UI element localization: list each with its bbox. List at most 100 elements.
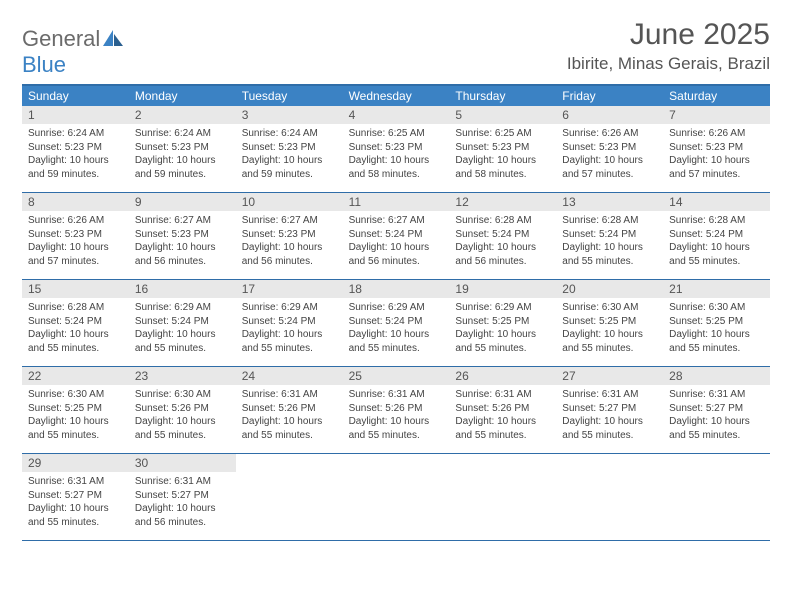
- sunrise-text: Sunrise: 6:28 AM: [562, 214, 657, 228]
- day-cell: 27Sunrise: 6:31 AMSunset: 5:27 PMDayligh…: [556, 367, 663, 453]
- day-cell: 17Sunrise: 6:29 AMSunset: 5:24 PMDayligh…: [236, 280, 343, 366]
- day-number: 23: [129, 367, 236, 385]
- sunset-text: Sunset: 5:25 PM: [669, 315, 764, 329]
- daylight-text: Daylight: 10 hours and 55 minutes.: [242, 328, 337, 355]
- daylight-text: Daylight: 10 hours and 56 minutes.: [242, 241, 337, 268]
- daylight-text: Daylight: 10 hours and 59 minutes.: [242, 154, 337, 181]
- sunrise-text: Sunrise: 6:31 AM: [455, 388, 550, 402]
- day-cell: 7Sunrise: 6:26 AMSunset: 5:23 PMDaylight…: [663, 106, 770, 192]
- daylight-text: Daylight: 10 hours and 59 minutes.: [28, 154, 123, 181]
- daylight-text: Daylight: 10 hours and 55 minutes.: [135, 328, 230, 355]
- sunset-text: Sunset: 5:24 PM: [135, 315, 230, 329]
- day-number: 28: [663, 367, 770, 385]
- day-body: Sunrise: 6:30 AMSunset: 5:25 PMDaylight:…: [556, 298, 663, 361]
- day-cell: 19 Sunrise: 6:29 AMSunset: 5:25 PMDayligh…: [449, 280, 556, 366]
- sunset-text: Sunset: 5:23 PM: [135, 141, 230, 155]
- day-body: Sunrise: 6:28 AMSunset: 5:24 PMDaylight:…: [663, 211, 770, 274]
- day-body: Sunrise: 6:30 AMSunset: 5:26 PMDaylight:…: [129, 385, 236, 448]
- sunrise-text: Sunrise: 6:30 AM: [669, 301, 764, 315]
- day-body: Sunrise: 6:28 AMSunset: 5:24 PMDaylight:…: [449, 211, 556, 274]
- sunrise-text: Sunrise: 6:30 AM: [28, 388, 123, 402]
- sunrise-text: Sunrise: 6:28 AM: [28, 301, 123, 315]
- weekday-saturday: Saturday: [663, 86, 770, 106]
- sunset-text: Sunset: 5:23 PM: [28, 141, 123, 155]
- weekday-thursday: Thursday: [449, 86, 556, 106]
- day-number: 2: [129, 106, 236, 124]
- sunset-text: Sunset: 5:27 PM: [135, 489, 230, 503]
- day-body: Sunrise: 6:28 AMSunset: 5:24 PMDaylight:…: [556, 211, 663, 274]
- daylight-text: Daylight: 10 hours and 55 minutes.: [669, 415, 764, 442]
- sunset-text: Sunset: 5:24 PM: [455, 228, 550, 242]
- day-body: Sunrise: 6:31 AMSunset: 5:27 PMDaylight:…: [129, 472, 236, 535]
- day-cell: 21Sunrise: 6:30 AMSunset: 5:25 PMDayligh…: [663, 280, 770, 366]
- daylight-text: Daylight: 10 hours and 55 minutes.: [669, 241, 764, 268]
- day-body: Sunrise: 6:31 AMSunset: 5:27 PMDaylight:…: [663, 385, 770, 448]
- day-number: 17: [236, 280, 343, 298]
- day-body: Sunrise: 6:25 AMSunset: 5:23 PMDaylight:…: [343, 124, 450, 187]
- sunset-text: Sunset: 5:27 PM: [28, 489, 123, 503]
- day-body: Sunrise: 6:29 AMSunset: 5:24 PMDaylight:…: [236, 298, 343, 361]
- sunrise-text: Sunrise: 6:27 AM: [135, 214, 230, 228]
- sunset-text: Sunset: 5:23 PM: [455, 141, 550, 155]
- daylight-text: Daylight: 10 hours and 55 minutes.: [669, 328, 764, 355]
- day-number: 11: [343, 193, 450, 211]
- sunset-text: Sunset: 5:24 PM: [349, 228, 444, 242]
- sunset-text: Sunset: 5:23 PM: [669, 141, 764, 155]
- sunset-text: Sunset: 5:25 PM: [562, 315, 657, 329]
- sunrise-text: Sunrise: 6:24 AM: [28, 127, 123, 141]
- weeks-container: 1Sunrise: 6:24 AMSunset: 5:23 PMDaylight…: [22, 106, 770, 541]
- day-cell: 10Sunrise: 6:27 AMSunset: 5:23 PMDayligh…: [236, 193, 343, 279]
- sunrise-text: Sunrise: 6:29 AM: [135, 301, 230, 315]
- day-number: 19: [449, 280, 556, 298]
- day-number: 16: [129, 280, 236, 298]
- sunset-text: Sunset: 5:25 PM: [455, 315, 550, 329]
- sunrise-text: Sunrise: 6:24 AM: [135, 127, 230, 141]
- day-body: Sunrise: 6:24 AMSunset: 5:23 PMDaylight:…: [236, 124, 343, 187]
- sunrise-text: Sunrise: 6:29 AM: [455, 301, 550, 315]
- empty-cell: [236, 454, 343, 540]
- day-body: Sunrise: 6:27 AMSunset: 5:23 PMDaylight:…: [236, 211, 343, 274]
- daylight-text: Daylight: 10 hours and 55 minutes.: [28, 328, 123, 355]
- day-number: 24: [236, 367, 343, 385]
- sunset-text: Sunset: 5:24 PM: [28, 315, 123, 329]
- day-body: Sunrise: 6:30 AMSunset: 5:25 PMDaylight:…: [663, 298, 770, 361]
- day-number: 13: [556, 193, 663, 211]
- day-cell: 13Sunrise: 6:28 AMSunset: 5:24 PMDayligh…: [556, 193, 663, 279]
- day-number: 18: [343, 280, 450, 298]
- daylight-text: Daylight: 10 hours and 55 minutes.: [242, 415, 337, 442]
- sunset-text: Sunset: 5:24 PM: [669, 228, 764, 242]
- daylight-text: Daylight: 10 hours and 55 minutes.: [562, 328, 657, 355]
- logo-text: General Blue: [22, 26, 125, 78]
- sunrise-text: Sunrise: 6:31 AM: [135, 475, 230, 489]
- sunset-text: Sunset: 5:24 PM: [242, 315, 337, 329]
- daylight-text: Daylight: 10 hours and 56 minutes.: [135, 241, 230, 268]
- day-body: Sunrise: 6:24 AMSunset: 5:23 PMDaylight:…: [22, 124, 129, 187]
- sunset-text: Sunset: 5:26 PM: [349, 402, 444, 416]
- day-number: 25: [343, 367, 450, 385]
- day-cell: 25Sunrise: 6:31 AMSunset: 5:26 PMDayligh…: [343, 367, 450, 453]
- day-number: 27: [556, 367, 663, 385]
- day-number: 5: [449, 106, 556, 124]
- daylight-text: Daylight: 10 hours and 55 minutes.: [28, 502, 123, 529]
- day-number: 26: [449, 367, 556, 385]
- calendar: SundayMondayTuesdayWednesdayThursdayFrid…: [22, 84, 770, 541]
- day-cell: 2Sunrise: 6:24 AMSunset: 5:23 PMDaylight…: [129, 106, 236, 192]
- week-row: 22Sunrise: 6:30 AMSunset: 5:25 PMDayligh…: [22, 367, 770, 454]
- sunset-text: Sunset: 5:27 PM: [669, 402, 764, 416]
- day-number: 10: [236, 193, 343, 211]
- daylight-text: Daylight: 10 hours and 57 minutes.: [562, 154, 657, 181]
- sunset-text: Sunset: 5:23 PM: [242, 141, 337, 155]
- day-cell: 6Sunrise: 6:26 AMSunset: 5:23 PMDaylight…: [556, 106, 663, 192]
- daylight-text: Daylight: 10 hours and 55 minutes.: [455, 328, 550, 355]
- day-number: 12: [449, 193, 556, 211]
- sunset-text: Sunset: 5:23 PM: [28, 228, 123, 242]
- day-cell: 5Sunrise: 6:25 AMSunset: 5:23 PMDaylight…: [449, 106, 556, 192]
- logo-word-general: General: [22, 26, 100, 51]
- logo: General Blue: [22, 26, 125, 78]
- sunrise-text: Sunrise: 6:29 AM: [242, 301, 337, 315]
- sunset-text: Sunset: 5:23 PM: [562, 141, 657, 155]
- week-row: 15Sunrise: 6:28 AMSunset: 5:24 PMDayligh…: [22, 280, 770, 367]
- day-cell: 16 Sunrise: 6:29 AMSunset: 5:24 PMDayligh…: [129, 280, 236, 366]
- day-number: 4: [343, 106, 450, 124]
- daylight-text: Daylight: 10 hours and 55 minutes.: [349, 415, 444, 442]
